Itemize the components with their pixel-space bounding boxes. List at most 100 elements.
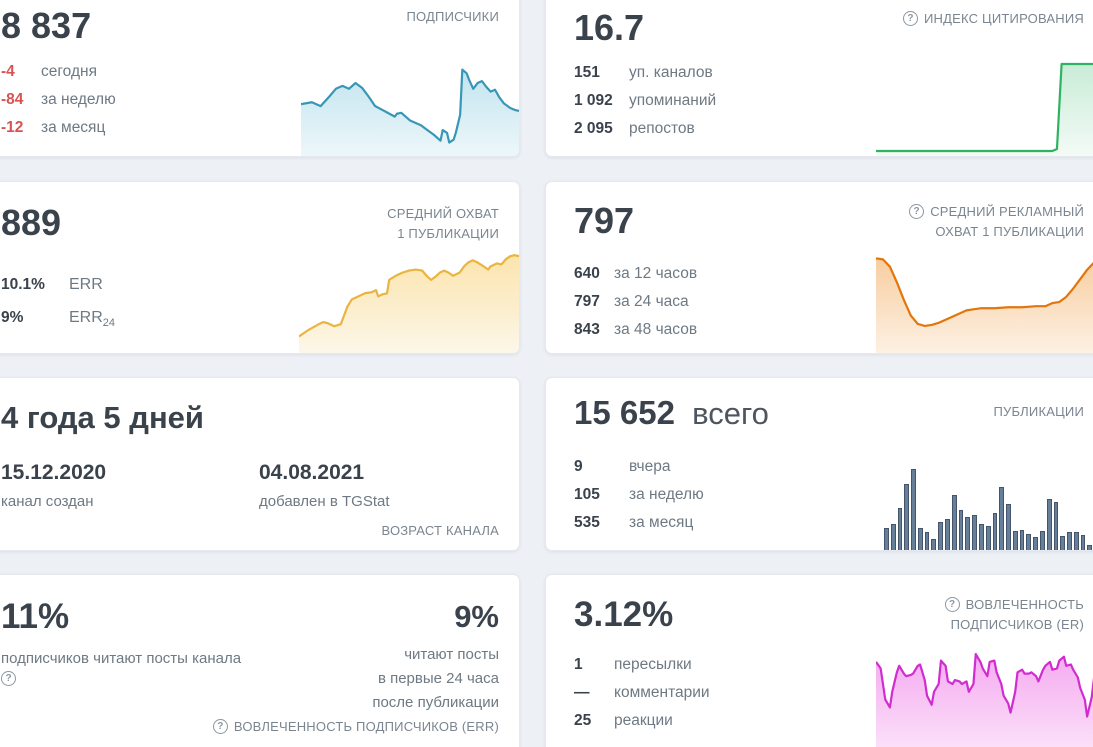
comments-count: —	[574, 684, 590, 702]
bar	[985, 526, 991, 550]
avg-reach-card-title: СРЕДНИЙ ОХВАТ 1 ПУБЛИКАЦИИ	[387, 206, 499, 241]
err24-description: читают посты в первые 24 часа после публ…	[372, 646, 499, 711]
err-value: 10.1%	[1, 276, 45, 293]
stat-row: 1 092 упоминаний	[574, 92, 717, 110]
bar	[1033, 536, 1038, 550]
err-percent: 11%	[1, 597, 70, 636]
bar	[924, 532, 930, 550]
subscribers-sparkline-chart	[301, 60, 519, 156]
delta-today: -4	[1, 63, 15, 80]
er-percent: 3.12%	[574, 595, 674, 634]
forwards-count: 1	[574, 656, 583, 673]
delta-week: -84	[1, 91, 24, 109]
bar	[904, 484, 910, 550]
help-icon[interactable]: ?	[212, 719, 228, 734]
stat-row: 640 за 12 часов	[574, 265, 698, 282]
err24-percent: 9%	[454, 599, 499, 634]
er-card: 3.12% ? ВОВЛЕЧЕННОСТЬ ПОДПИСЧИКОВ (ER) 1…	[545, 574, 1093, 747]
avg-reach-value: 889	[1, 202, 62, 243]
citation-stats: 151 уп. каналов 1 092 упоминаний 2 095 р…	[574, 64, 716, 148]
publications-card-title: ПУБЛИКАЦИИ	[993, 404, 1084, 419]
created-date: 15.12.2020	[1, 461, 107, 484]
stat-row: 10.1% ERR	[1, 276, 103, 293]
ad-reach-stats: 640 за 12 часов 797 за 24 часа 843 за 48…	[574, 265, 697, 349]
added-date-block: 04.08.2021 добавлен в TGStat	[259, 461, 390, 510]
stat-row: 9% ERR24	[1, 309, 116, 330]
avg-ad-reach-card: 797 ? СРЕДНИЙ РЕКЛАМНЫЙ ОХВАТ 1 ПУБЛИКАЦ…	[545, 181, 1093, 354]
help-icon[interactable]: ?	[944, 597, 960, 613]
bar	[1012, 530, 1018, 550]
mentioning-channels: 151	[574, 64, 600, 81]
bar	[931, 539, 937, 550]
subscribers-stats: -4 сегодня -84 за неделю -12 за месяц	[1, 63, 116, 147]
bar	[1019, 529, 1025, 550]
stat-row: 797 за 24 часа	[574, 293, 689, 311]
bar	[1067, 532, 1072, 550]
bar	[1080, 535, 1086, 550]
stat-row: 535 за месяц	[574, 514, 694, 532]
bar	[911, 469, 916, 550]
stat-row: 2 095 репостов	[574, 120, 695, 138]
stat-row: — комментарии	[574, 684, 710, 702]
bar	[1046, 498, 1052, 550]
subscribers-card: 8 837 ПОДПИСЧИКИ -4 сегодня -84 за недел…	[0, 0, 520, 157]
stat-row: 25 реакции	[574, 712, 673, 730]
posts-week: 105	[574, 486, 600, 504]
channel-age-value: 4 года 5 дней	[1, 400, 204, 435]
stat-row: 151 уп. каналов	[574, 64, 713, 81]
avg-reach-sparkline-chart	[299, 250, 519, 353]
reach-48h: 843	[574, 321, 600, 339]
err-description: подписчиков читают посты канала	[1, 650, 242, 667]
bar	[1039, 530, 1045, 550]
reach-24h: 797	[574, 293, 600, 311]
publications-card: 15 652 всего ПУБЛИКАЦИИ 9 вчера 105 за н…	[545, 377, 1093, 551]
bar	[972, 514, 977, 550]
posts-yesterday: 9	[574, 458, 583, 475]
subscribers-card-title: ПОДПИСЧИКИ	[406, 9, 499, 24]
added-date: 04.08.2021	[259, 461, 365, 484]
bar	[951, 495, 957, 550]
stat-row: -12 за месяц	[1, 119, 106, 137]
err-card: 11% 9% подписчиков читают посты канала ?…	[0, 574, 520, 747]
help-icon[interactable]: ?	[1, 671, 16, 686]
delta-month: -12	[1, 119, 24, 137]
publications-bar-chart	[884, 462, 1093, 550]
bar	[978, 523, 984, 550]
bar	[884, 528, 889, 550]
avg-ad-reach-sparkline-chart	[876, 249, 1093, 353]
bar	[965, 517, 971, 550]
bar	[1087, 544, 1093, 550]
citation-index-card: 16.7 ? ИНДЕКС ЦИТИРОВАНИЯ 151 уп. канало…	[545, 0, 1093, 157]
channel-age-card-title: ВОЗРАСТ КАНАЛА	[381, 523, 499, 538]
reposts-count: 2 095	[574, 120, 613, 138]
citation-sparkline-chart	[876, 56, 1093, 156]
err24-value: 9%	[1, 309, 24, 327]
created-date-block: 15.12.2020 канал создан	[1, 461, 106, 510]
added-date-label: добавлен в TGStat	[259, 493, 390, 510]
stat-row: 843 за 48 часов	[574, 321, 698, 339]
subscribers-count: 8 837	[1, 5, 92, 46]
citation-index-value: 16.7	[574, 7, 645, 48]
bar	[999, 486, 1005, 550]
mentions-count: 1 092	[574, 92, 613, 110]
avg-reach-card: 889 СРЕДНИЙ ОХВАТ 1 ПУБЛИКАЦИИ 10.1% ERR…	[0, 181, 520, 354]
bar	[1073, 532, 1079, 550]
posts-month: 535	[574, 514, 600, 532]
bar	[992, 513, 998, 550]
stat-row: -84 за неделю	[1, 91, 116, 109]
err-card-title: ? ВОВЛЕЧЕННОСТЬ ПОДПИСЧИКОВ (ERR)	[212, 719, 499, 734]
channel-age-card: 4 года 5 дней 15.12.2020 канал создан 04…	[0, 377, 520, 551]
err-stats: 10.1% ERR 9% ERR24	[1, 276, 115, 341]
stat-row: 105 за неделю	[574, 486, 704, 504]
stat-row: 1 пересылки	[574, 656, 692, 673]
er-sparkline-chart	[876, 645, 1093, 747]
bar	[897, 507, 903, 550]
er-card-title: ? ВОВЛЕЧЕННОСТЬ ПОДПИСЧИКОВ (ER)	[944, 595, 1084, 634]
bar	[1060, 535, 1066, 550]
bar	[958, 510, 964, 550]
bar	[945, 519, 950, 550]
help-icon[interactable]: ?	[909, 204, 925, 220]
bar	[890, 523, 896, 550]
help-icon[interactable]: ?	[902, 11, 918, 27]
